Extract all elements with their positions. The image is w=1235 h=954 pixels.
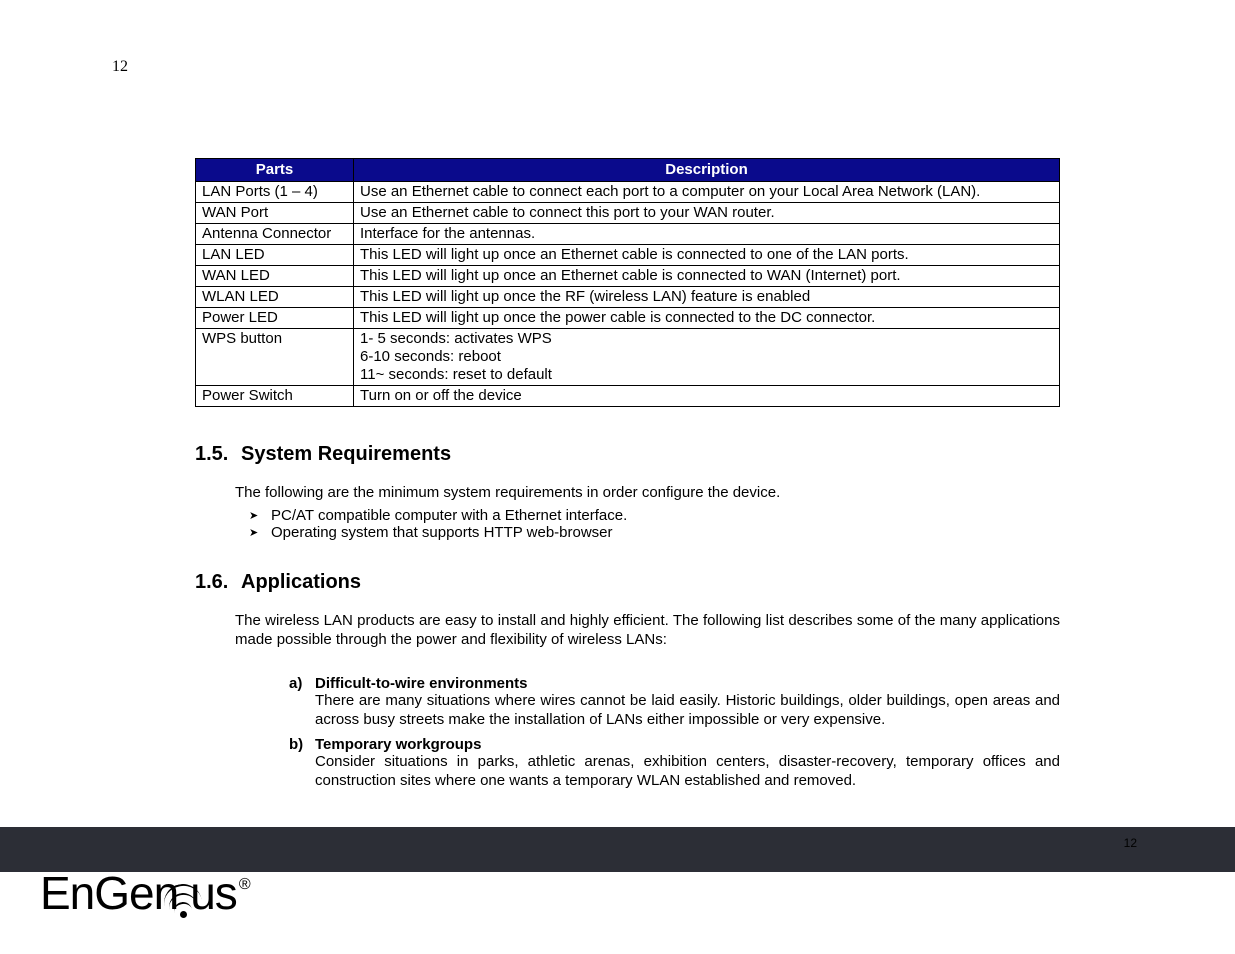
heading-1-5: 1.5.System Requirements <box>195 443 1060 466</box>
cell-part: Antenna Connector <box>196 224 354 245</box>
footer-page-number: 12 <box>1124 836 1137 850</box>
page-number-top: 12 <box>112 58 128 76</box>
requirements-list: PC/AT compatible computer with a Etherne… <box>249 507 1060 541</box>
application-item: a)Difficult-to-wire environmentsThere ar… <box>289 675 1060 730</box>
cell-part: LAN Ports (1 – 4) <box>196 182 354 203</box>
heading-title: System Requirements <box>241 443 451 465</box>
section-1-6-intro: The wireless LAN products are easy to in… <box>235 612 1060 650</box>
cell-description: This LED will light up once an Ethernet … <box>354 266 1060 287</box>
heading-number: 1.5. <box>195 443 241 466</box>
registered-mark: ® <box>239 876 251 894</box>
application-item: b)Temporary workgroupsConsider situation… <box>289 736 1060 791</box>
item-title: Difficult-to-wire environments <box>315 675 528 692</box>
cell-description: Use an Ethernet cable to connect each po… <box>354 182 1060 203</box>
section-applications: 1.6.Applications The wireless LAN produc… <box>195 571 1060 791</box>
table-row: Antenna ConnectorInterface for the anten… <box>196 224 1060 245</box>
cell-description: This LED will light up once an Ethernet … <box>354 245 1060 266</box>
cell-part: WLAN LED <box>196 287 354 308</box>
applications-list: a)Difficult-to-wire environmentsThere ar… <box>289 675 1060 790</box>
col-description: Description <box>354 159 1060 182</box>
heading-1-6: 1.6.Applications <box>195 571 1060 594</box>
cell-part: WAN Port <box>196 203 354 224</box>
cell-part: Power LED <box>196 308 354 329</box>
section-system-requirements: 1.5.System Requirements The following ar… <box>195 443 1060 541</box>
table-row: WAN PortUse an Ethernet cable to connect… <box>196 203 1060 224</box>
cell-description: Interface for the antennas. <box>354 224 1060 245</box>
list-item: Operating system that supports HTTP web-… <box>249 524 1060 541</box>
item-marker: b) <box>289 736 315 753</box>
table-row: Power LEDThis LED will light up once the… <box>196 308 1060 329</box>
cell-description: Use an Ethernet cable to connect this po… <box>354 203 1060 224</box>
cell-part: Power Switch <box>196 386 354 407</box>
cell-description: Turn on or off the device <box>354 386 1060 407</box>
cell-part: WPS button <box>196 329 354 386</box>
cell-part: LAN LED <box>196 245 354 266</box>
table-row: Power SwitchTurn on or off the device <box>196 386 1060 407</box>
heading-number: 1.6. <box>195 571 241 594</box>
item-marker: a) <box>289 675 315 692</box>
parts-table: Parts Description LAN Ports (1 – 4)Use a… <box>195 158 1060 407</box>
cell-description: This LED will light up once the power ca… <box>354 308 1060 329</box>
item-title: Temporary workgroups <box>315 736 481 753</box>
table-row: LAN LEDThis LED will light up once an Et… <box>196 245 1060 266</box>
section-1-5-intro: The following are the minimum system req… <box>235 484 1060 503</box>
cell-description: This LED will light up once the RF (wire… <box>354 287 1060 308</box>
col-parts: Parts <box>196 159 354 182</box>
item-description: Consider situations in parks, athletic a… <box>315 753 1060 791</box>
cell-description: 1- 5 seconds: activates WPS 6-10 seconds… <box>354 329 1060 386</box>
table-row: LAN Ports (1 – 4)Use an Ethernet cable t… <box>196 182 1060 203</box>
list-item: PC/AT compatible computer with a Etherne… <box>249 507 1060 524</box>
table-row: WLAN LEDThis LED will light up once the … <box>196 287 1060 308</box>
main-content: Parts Description LAN Ports (1 – 4)Use a… <box>195 158 1060 796</box>
engenius-logo: EnGenus® <box>40 866 249 920</box>
item-description: There are many situations where wires ca… <box>315 692 1060 730</box>
heading-title: Applications <box>241 571 361 593</box>
table-row: WAN LEDThis LED will light up once an Et… <box>196 266 1060 287</box>
cell-part: WAN LED <box>196 266 354 287</box>
logo-text-part1: EnGen <box>40 866 178 920</box>
table-row: WPS button1- 5 seconds: activates WPS 6-… <box>196 329 1060 386</box>
